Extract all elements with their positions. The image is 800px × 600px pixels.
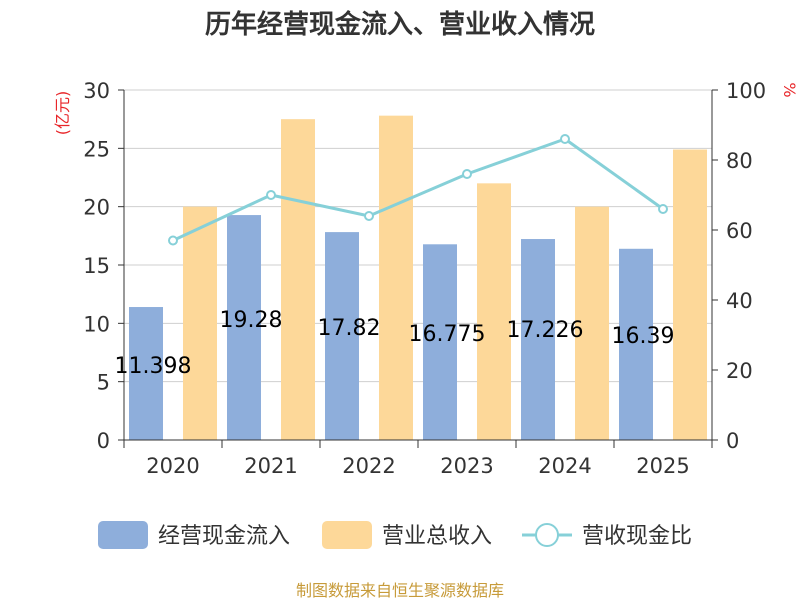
legend-swatch-total-revenue [322, 521, 372, 549]
chart-title: 历年经营现金流入、营业收入情况 [205, 9, 595, 40]
y-right-tick-label: 100 [726, 79, 766, 103]
line-point-revenue-cash-ratio [658, 204, 668, 214]
x-tick-label: 2020 [146, 454, 199, 478]
y-left-tick-label: 0 [97, 429, 110, 453]
y-right-tick-label: 60 [726, 219, 753, 243]
line-point-revenue-cash-ratio [462, 169, 472, 179]
y-left-tick-label: 5 [97, 371, 110, 395]
y-right-tick-label: 80 [726, 149, 753, 173]
data-label-cash-inflow: 19.28 [220, 308, 283, 333]
y-left-unit-label: (亿元) [53, 91, 72, 136]
data-label-cash-inflow: 11.398 [115, 354, 192, 379]
line-point-revenue-cash-ratio [364, 211, 374, 221]
x-tick-label: 2022 [342, 454, 395, 478]
line-series-group [168, 134, 668, 246]
line-point-revenue-cash-ratio [168, 235, 178, 246]
legend: 经营现金流入 营业总收入 营收现金比 [98, 521, 692, 549]
data-label-cash-inflow: 17.82 [318, 316, 381, 341]
y-right-unit-label: % [780, 82, 799, 97]
x-tick-label: 2024 [538, 454, 591, 478]
line-revenue-cash-ratio [172, 137, 664, 242]
data-label-cash-inflow: 16.39 [612, 324, 675, 349]
bar-cash-inflow [521, 239, 555, 440]
gridlines [124, 89, 712, 383]
source-note: 制图数据来自恒生聚源数据库 [296, 581, 504, 600]
bar-series-group [129, 115, 707, 441]
legend-label-revenue-cash-ratio: 营收现金比 [582, 524, 692, 549]
data-label-cash-inflow: 17.226 [507, 318, 584, 343]
y-right-tick-label: 40 [726, 289, 753, 313]
y-left-tick-label: 15 [83, 254, 110, 278]
bar-cash-inflow [423, 244, 457, 440]
bar-total-revenue [183, 206, 217, 440]
y-left-tick-label: 30 [83, 79, 110, 103]
bar-total-revenue [379, 115, 413, 441]
legend-swatch-cash-inflow [98, 521, 148, 549]
bar-cash-inflow [619, 248, 653, 440]
y-left-tick-label: 10 [83, 312, 110, 336]
legend-marker-revenue-cash-ratio [535, 523, 559, 547]
y-left-tick-label: 25 [83, 137, 110, 161]
bar-total-revenue [575, 206, 609, 440]
bar-total-revenue [673, 149, 707, 440]
y-left-tick-label: 20 [83, 196, 110, 220]
data-label-cash-inflow: 16.775 [409, 322, 486, 347]
y-right-tick-label: 20 [726, 359, 753, 383]
bar-cash-inflow [325, 232, 359, 440]
bar-cash-inflow [227, 215, 261, 440]
x-tick-label: 2023 [440, 454, 493, 478]
line-point-revenue-cash-ratio [560, 134, 570, 144]
y-right-tick-label: 0 [726, 429, 739, 453]
bar-total-revenue [281, 119, 315, 441]
data-labels: 11.398 19.28 17.82 16.775 17.226 16.39 [115, 308, 675, 379]
bar-cash-inflow [129, 307, 163, 440]
x-tick-label: 2025 [636, 454, 689, 478]
x-tick-label: 2021 [244, 454, 297, 478]
line-point-revenue-cash-ratio [266, 190, 276, 200]
bar-total-revenue [477, 183, 511, 441]
legend-label-total-revenue: 营业总收入 [382, 524, 492, 549]
legend-label-cash-inflow: 经营现金流入 [158, 524, 290, 549]
